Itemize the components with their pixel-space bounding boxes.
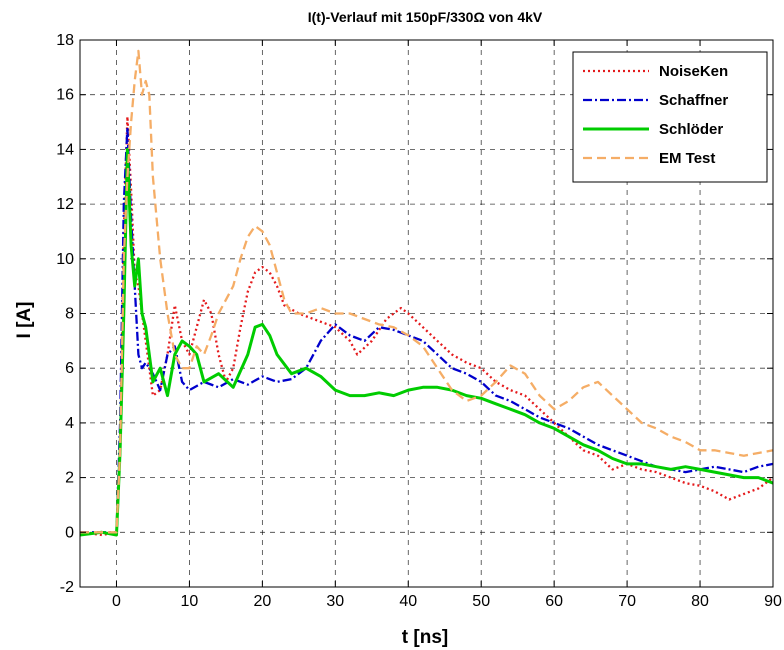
x-tick-label: 40 [399,593,417,610]
series-layer [79,49,774,537]
y-tick-label: 10 [56,251,74,268]
y-tick-label: 0 [65,524,74,541]
y-tick-label: 8 [65,306,74,323]
x-axis-label: t [ns] [402,627,448,648]
y-tick-label: 6 [65,360,74,377]
x-tick-label: 10 [181,593,199,610]
x-tick-label: 80 [691,593,709,610]
series-line-2 [79,147,774,537]
x-tick-label: 30 [326,593,344,610]
y-tick-label: 12 [56,196,74,213]
legend-label-0: NoiseKen [659,63,728,80]
y-tick-label: 14 [56,141,74,158]
x-tick-label: 70 [618,593,636,610]
series-line-0 [79,115,774,537]
legend-label-2: Schlöder [659,121,723,138]
chart-title: I(t)-Verlauf mit 150pF/330Ω von 4kV [308,9,543,25]
x-tick-label: 20 [253,593,271,610]
y-tick-label: 4 [65,415,74,432]
legend: NoiseKen Schaffner Schlöder EM Test [572,51,768,183]
legend-label-3: EM Test [659,150,715,167]
x-tick-label: 50 [472,593,490,610]
y-tick-label: 2 [65,470,74,487]
legend-box [572,51,768,183]
series-line-3 [80,49,774,534]
y-tick-label: 18 [56,32,74,49]
series-line-1 [80,126,774,534]
y-axis-label: I [A] [14,302,35,339]
legend-label-1: Schaffner [659,92,728,109]
x-tick-label: 90 [764,593,782,610]
x-tick-label: 60 [545,593,563,610]
x-tick-label: 0 [112,593,121,610]
ticks: 0 10 20 30 40 50 60 70 80 90 -2 0 2 4 6 8 10 12 14 16 18 [56,32,782,610]
y-tick-label: 16 [56,87,74,104]
y-tick-label: -2 [60,579,74,596]
